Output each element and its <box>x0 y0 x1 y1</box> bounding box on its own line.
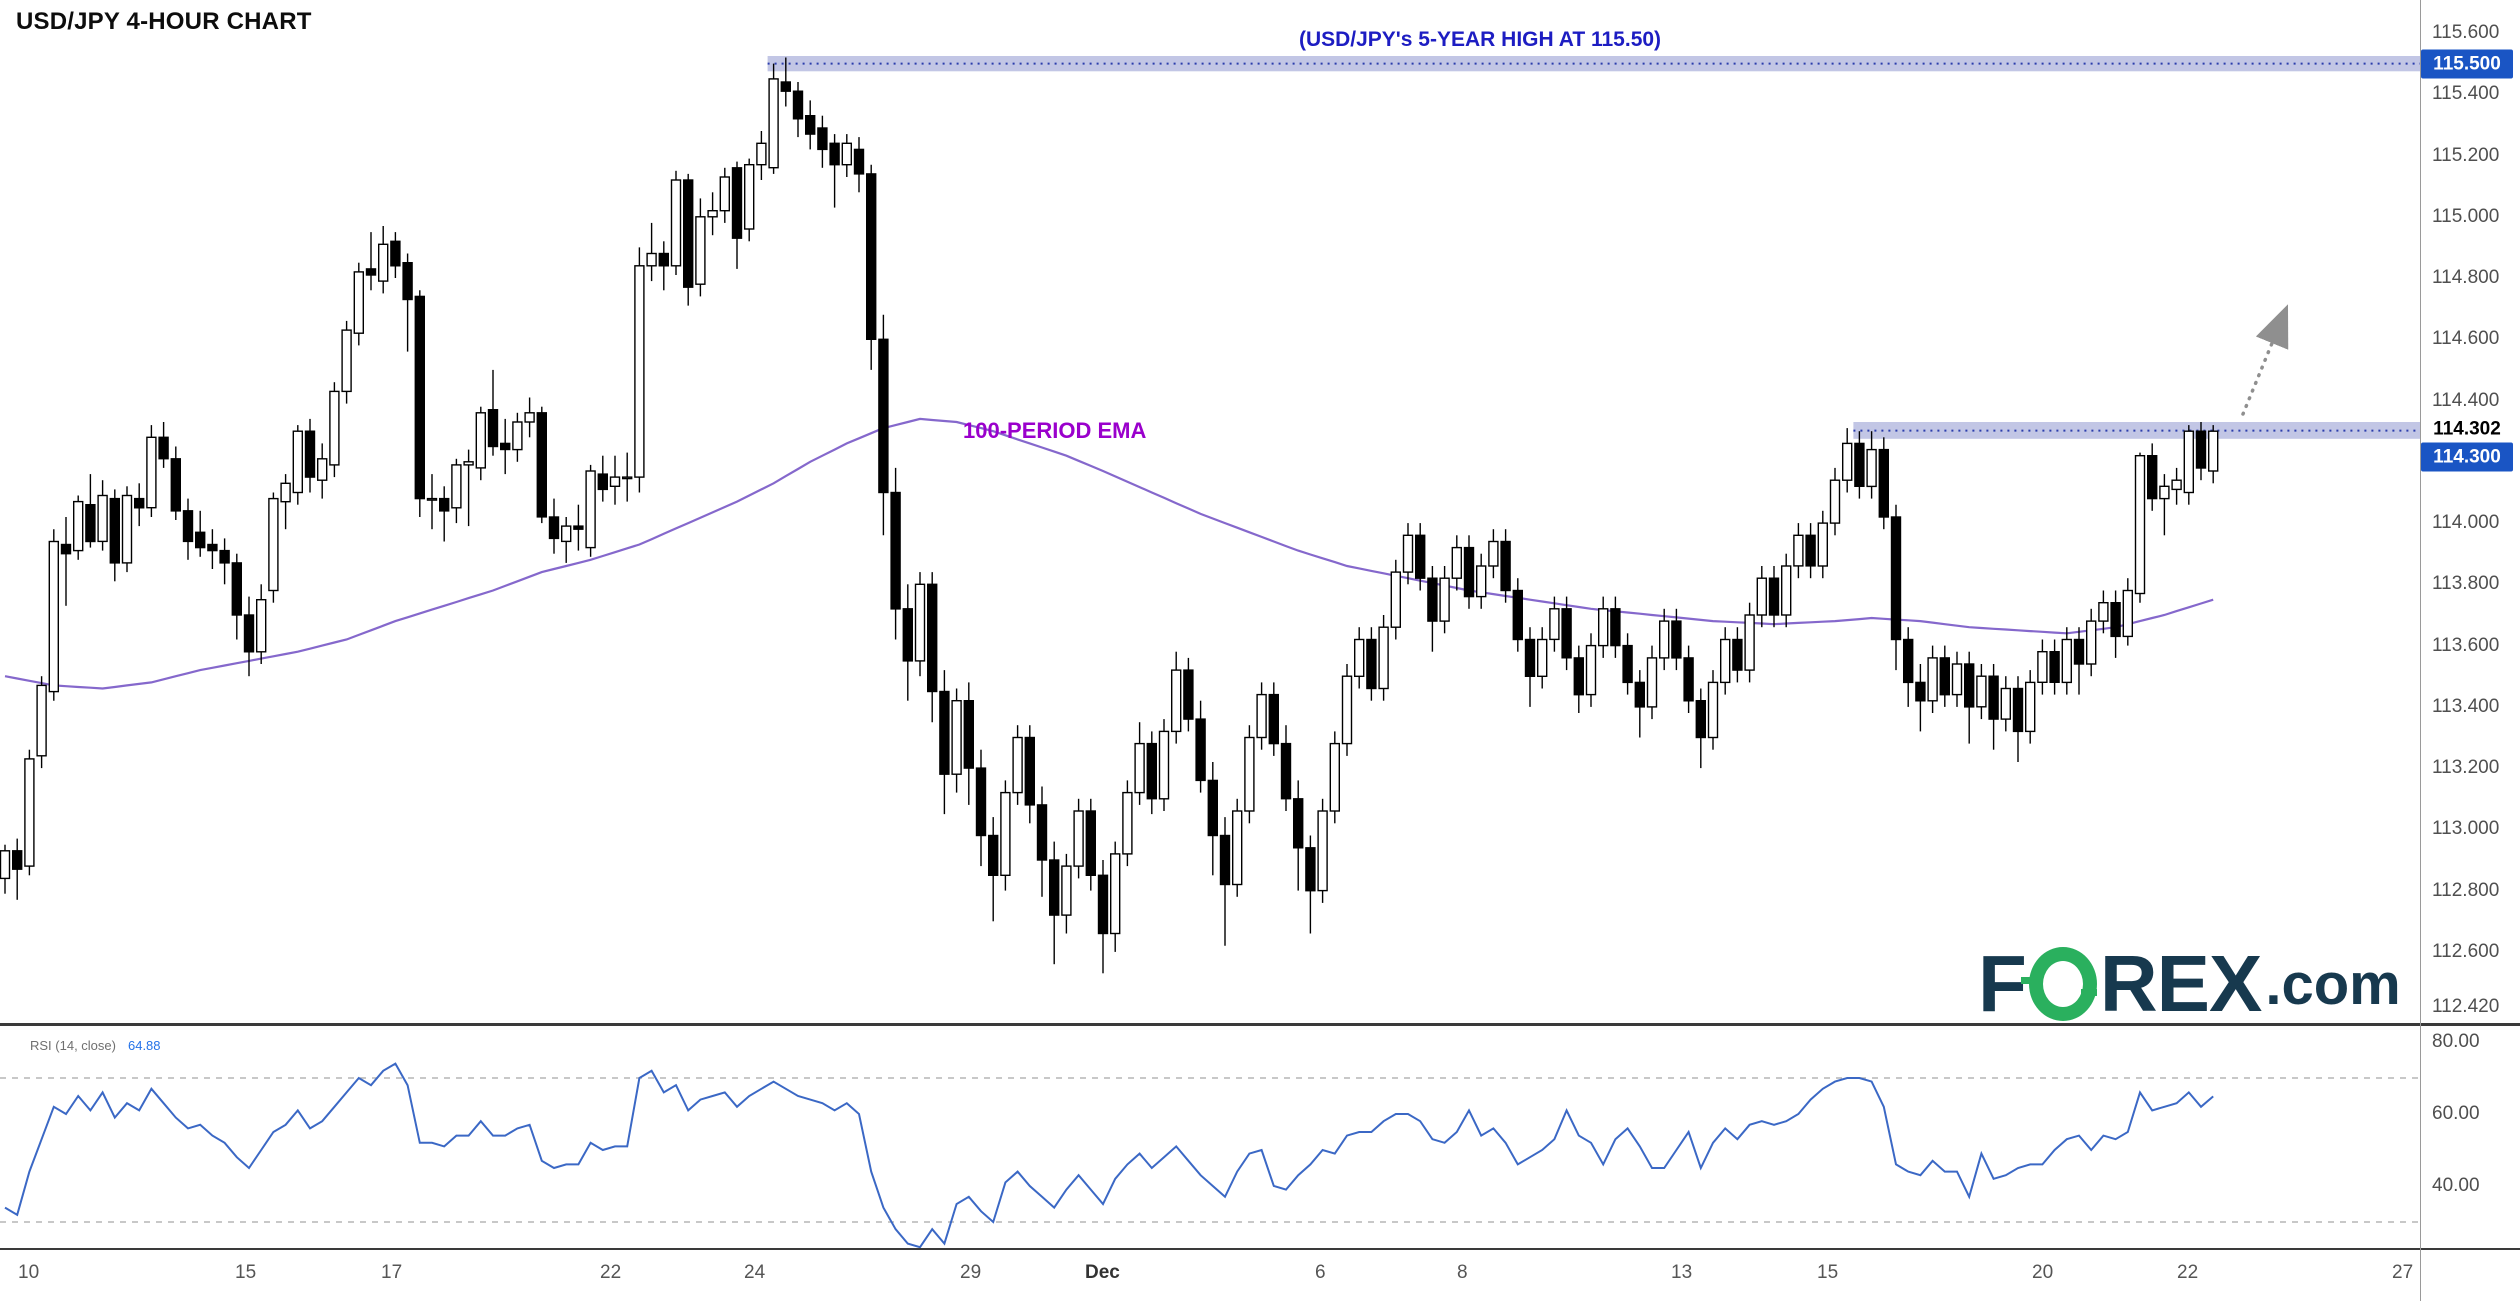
rsi-indicator-label[interactable]: RSI (14, close) 64.88 <box>30 1038 161 1053</box>
pane-separator-top[interactable] <box>0 1023 2520 1026</box>
ema-annotation: 100-PERIOD EMA <box>963 418 1147 443</box>
price-tick-label: 113.400 <box>2432 695 2500 717</box>
price-tick-label: 113.000 <box>2432 818 2500 840</box>
price-chart-canvas[interactable] <box>0 0 2420 1023</box>
forex-com-logo: F REX .com <box>1978 938 2401 1030</box>
time-tick-label: 20 <box>2032 1262 2054 1283</box>
price-tick-label: 114.600 <box>2432 328 2500 350</box>
price-badge: 114.300 <box>2421 442 2513 472</box>
rsi-name: RSI (14, close) <box>30 1038 116 1053</box>
price-tick-label: 112.420 <box>2432 996 2500 1017</box>
rsi-tick-label: 60.00 <box>2432 1103 2480 1124</box>
time-tick-label: 22 <box>600 1262 622 1283</box>
time-tick-label: 29 <box>960 1262 982 1283</box>
logo-f: F <box>1978 939 2027 1028</box>
time-tick-label: 22 <box>2177 1262 2199 1283</box>
pane-separator-bottom[interactable] <box>0 1248 2520 1250</box>
price-axis-border <box>2420 0 2421 1301</box>
price-tick-label: 113.600 <box>2432 634 2500 656</box>
price-tick-label: 113.200 <box>2432 757 2500 779</box>
rsi-tick-label: 80.00 <box>2432 1031 2480 1052</box>
price-tick-label: 112.800 <box>2432 879 2500 901</box>
rsi-value: 64.88 <box>127 1038 161 1053</box>
time-tick-label: 24 <box>744 1262 766 1283</box>
price-tick-label: 113.800 <box>2432 573 2500 595</box>
rsi-pane-canvas[interactable] <box>0 1028 2420 1248</box>
time-tick-label: 6 <box>1315 1262 1326 1283</box>
level-price-label: 114.302 <box>2421 414 2513 444</box>
price-tick-label: 115.600 <box>2432 22 2500 43</box>
rsi-tick-label: 40.00 <box>2432 1175 2480 1196</box>
price-tick-label: 112.600 <box>2432 940 2500 962</box>
time-tick-label: 13 <box>1671 1262 1693 1283</box>
logo-o-icon <box>2020 947 2097 1021</box>
time-tick-label: 15 <box>235 1262 257 1283</box>
time-tick-label: Dec <box>1085 1262 1120 1283</box>
price-badge: 115.500 <box>2421 49 2513 79</box>
price-tick-label: 114.000 <box>2432 512 2500 534</box>
time-tick-label: 8 <box>1457 1262 1468 1283</box>
price-tick-label: 114.800 <box>2432 267 2500 288</box>
price-tick-label: 115.000 <box>2432 205 2500 227</box>
price-tick-label: 115.200 <box>2432 144 2500 166</box>
time-tick-label: 15 <box>1817 1262 1839 1283</box>
time-tick-label: 27 <box>2392 1262 2414 1283</box>
logo-dotcom: .com <box>2265 951 2401 1017</box>
five-year-high-annotation: (USD/JPY's 5-YEAR HIGH AT 115.50) <box>1298 28 1662 51</box>
time-tick-label: 10 <box>18 1262 40 1283</box>
logo-rex: REX <box>2099 939 2262 1028</box>
time-tick-label: 17 <box>381 1262 403 1283</box>
price-tick-label: 114.400 <box>2432 389 2500 411</box>
page-title: USD/JPY 4-HOUR CHART <box>16 8 312 35</box>
price-tick-label: 115.400 <box>2432 83 2500 105</box>
